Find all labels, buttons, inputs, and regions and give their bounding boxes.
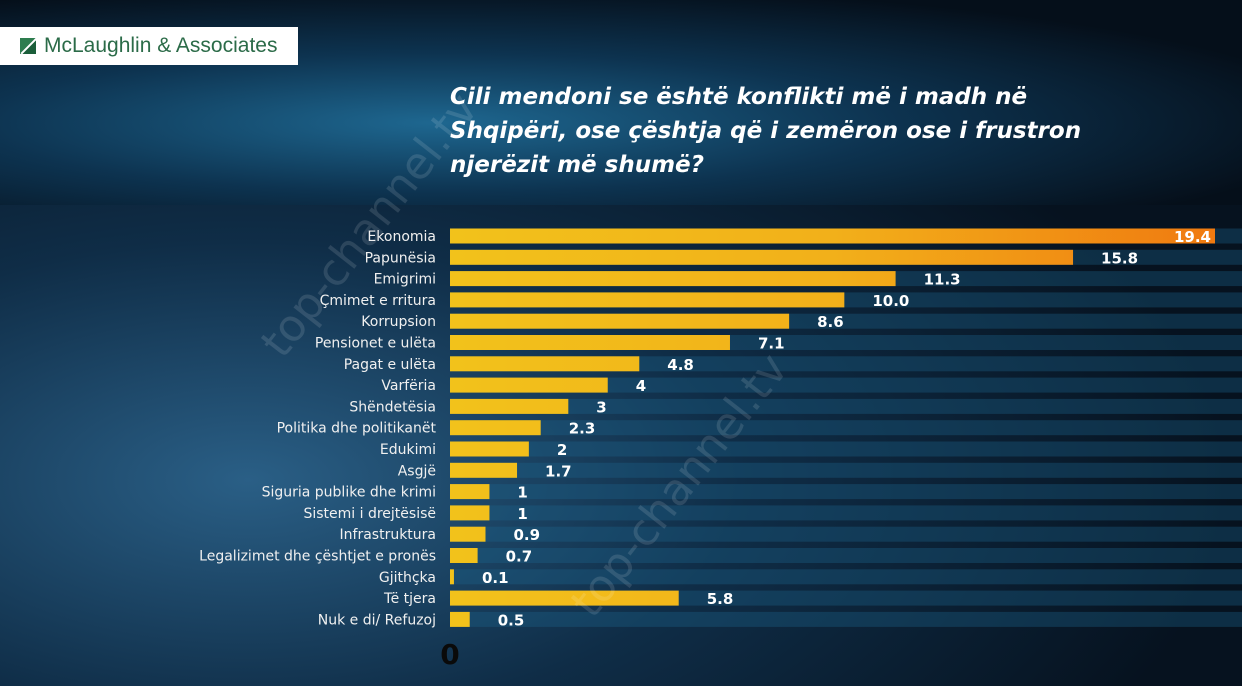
data-label: 4.8 bbox=[667, 356, 694, 374]
bar bbox=[450, 484, 490, 500]
category-label: Korrupsion bbox=[361, 314, 436, 330]
bar bbox=[450, 228, 1215, 244]
bar bbox=[450, 398, 569, 414]
bar-track bbox=[450, 484, 1242, 500]
data-label: 2.3 bbox=[569, 420, 596, 438]
data-label: 4 bbox=[636, 377, 646, 395]
bar bbox=[450, 505, 490, 521]
data-label: 15.8 bbox=[1101, 249, 1138, 267]
bar bbox=[450, 441, 529, 457]
category-label: Pensionet e ulëta bbox=[315, 336, 436, 352]
bar bbox=[450, 611, 470, 627]
bar bbox=[450, 313, 790, 329]
bar-track bbox=[450, 611, 1242, 627]
bar-track bbox=[450, 548, 1242, 563]
logo-icon bbox=[20, 38, 36, 54]
bar-track bbox=[450, 398, 1242, 414]
bar bbox=[450, 377, 608, 393]
bar bbox=[450, 526, 486, 542]
data-label: 10.0 bbox=[872, 292, 909, 310]
bar-track bbox=[450, 462, 1242, 478]
bar bbox=[450, 569, 454, 585]
category-label: Siguria publike dhe krimi bbox=[262, 485, 436, 501]
bar bbox=[450, 590, 679, 606]
category-label: Legalizimet dhe çështjet e pronës bbox=[199, 549, 436, 565]
category-label: Varfëria bbox=[381, 378, 436, 394]
category-label: Asgjë bbox=[398, 463, 436, 479]
bar bbox=[450, 271, 896, 287]
bar-track bbox=[450, 377, 1242, 393]
title-line: Cili mendoni se është konflikti më i mad… bbox=[450, 84, 1028, 110]
title-line: njerëzit më shumë? bbox=[450, 152, 704, 178]
bar-track bbox=[450, 441, 1242, 457]
bar bbox=[450, 292, 845, 308]
category-label: Çmimet e rritura bbox=[320, 293, 436, 309]
logo: McLaughlin & Associates bbox=[0, 27, 298, 65]
bar-track bbox=[450, 569, 1242, 585]
data-label: 1 bbox=[517, 484, 527, 502]
data-label: 1.7 bbox=[545, 462, 572, 480]
data-label: 7.1 bbox=[758, 335, 785, 353]
data-label: 19.4 bbox=[1174, 228, 1211, 246]
category-label: Papunësia bbox=[365, 250, 436, 266]
bar bbox=[450, 356, 640, 372]
data-label: 3 bbox=[596, 398, 606, 416]
bar-track bbox=[450, 420, 1242, 436]
bar-track bbox=[450, 505, 1242, 521]
data-label: 5.8 bbox=[707, 590, 734, 608]
data-label: 0.1 bbox=[482, 569, 509, 587]
category-label: Sistemi i drejtësisë bbox=[303, 506, 436, 522]
bar bbox=[450, 462, 518, 478]
data-label: 1 bbox=[517, 505, 527, 523]
data-label: 0.7 bbox=[506, 548, 533, 566]
data-label: 0.5 bbox=[498, 611, 525, 629]
category-label: Pagat e ulëta bbox=[344, 357, 436, 373]
bar-track bbox=[450, 356, 1242, 372]
bar bbox=[450, 420, 541, 436]
category-label: Ekonomia bbox=[367, 229, 436, 245]
category-label: Edukimi bbox=[380, 442, 436, 458]
data-label: 8.6 bbox=[817, 313, 844, 331]
category-label: Emigrimi bbox=[374, 272, 436, 288]
x-tick-label: 0 bbox=[440, 638, 459, 671]
data-label: 2 bbox=[557, 441, 567, 459]
bar bbox=[450, 548, 478, 563]
data-label: 11.3 bbox=[924, 271, 961, 289]
bar bbox=[450, 249, 1074, 265]
chart-title: Cili mendoni se është konflikti më i mad… bbox=[450, 80, 1210, 182]
category-label: Shëndetësia bbox=[349, 399, 436, 415]
title-line: Shqipëri, ose çështja që i zemëron ose i… bbox=[450, 118, 1082, 144]
bar-track bbox=[450, 526, 1242, 542]
category-label: Infrastruktura bbox=[340, 527, 436, 543]
category-label: Gjithçka bbox=[379, 570, 436, 586]
category-label: Politika dhe politikanët bbox=[277, 421, 437, 437]
data-label: 0.9 bbox=[513, 526, 540, 544]
logo-text: McLaughlin & Associates bbox=[44, 34, 278, 57]
category-label: Nuk e di/ Refuzoj bbox=[318, 612, 436, 628]
bar bbox=[450, 335, 730, 350]
category-label: Të tjera bbox=[383, 591, 436, 607]
